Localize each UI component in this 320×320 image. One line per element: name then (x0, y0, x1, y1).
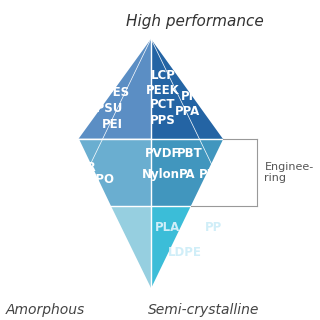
Text: PP: PP (205, 221, 222, 234)
Polygon shape (111, 206, 151, 288)
Text: Enginee-
ring: Enginee- ring (264, 162, 314, 183)
Text: LCP: LCP (151, 68, 175, 82)
Text: PA: PA (179, 168, 196, 181)
Text: PC: PC (38, 160, 56, 172)
Text: PPA: PPA (175, 105, 200, 118)
Text: PCT: PCT (150, 99, 176, 111)
Polygon shape (151, 139, 223, 206)
Polygon shape (151, 206, 191, 288)
Text: MPPO: MPPO (76, 173, 115, 186)
Text: Amorphous: Amorphous (6, 303, 85, 317)
Text: High performance: High performance (125, 14, 263, 29)
Text: PEEK: PEEK (146, 84, 180, 97)
Text: PMMA: PMMA (63, 240, 104, 253)
Text: PAR: PAR (70, 161, 96, 174)
Text: PSU: PSU (56, 147, 82, 160)
Polygon shape (79, 139, 151, 206)
Text: PI: PI (181, 90, 194, 103)
Text: ASA: ASA (36, 212, 63, 225)
Text: PES: PES (105, 86, 130, 99)
Text: PBT: PBT (177, 147, 203, 160)
Text: PLA: PLA (155, 221, 180, 234)
Text: PVC: PVC (36, 240, 63, 253)
Text: PPSU: PPSU (87, 102, 123, 115)
Text: ABS: ABS (58, 225, 85, 238)
Polygon shape (79, 39, 151, 139)
Text: PPS: PPS (150, 114, 176, 127)
Polygon shape (151, 39, 223, 139)
Text: LDPE: LDPE (168, 246, 202, 259)
Text: PVDF: PVDF (145, 147, 181, 160)
Text: PEI: PEI (102, 118, 123, 132)
Text: Nylon: Nylon (142, 168, 180, 181)
Text: Semi-crystalline: Semi-crystalline (148, 303, 260, 317)
Text: PET: PET (199, 168, 224, 181)
